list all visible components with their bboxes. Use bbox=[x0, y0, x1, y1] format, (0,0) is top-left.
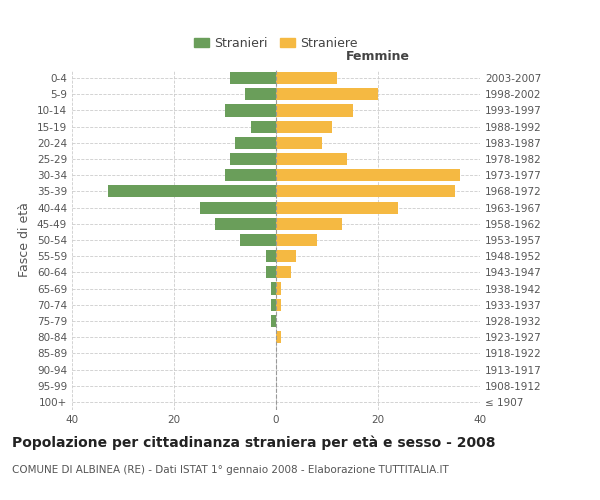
Bar bbox=[276, 72, 337, 84]
Bar bbox=[225, 169, 276, 181]
Bar bbox=[266, 266, 276, 278]
Bar bbox=[245, 88, 276, 101]
Bar bbox=[276, 169, 460, 181]
Bar bbox=[271, 282, 276, 294]
Y-axis label: Fasce di età: Fasce di età bbox=[19, 202, 31, 278]
Bar bbox=[276, 202, 398, 213]
Bar bbox=[276, 153, 347, 165]
Bar bbox=[276, 282, 281, 294]
Bar bbox=[225, 104, 276, 117]
Bar bbox=[251, 120, 276, 132]
Bar bbox=[276, 298, 281, 311]
Legend: Stranieri, Straniere: Stranieri, Straniere bbox=[189, 32, 363, 55]
Bar bbox=[230, 72, 276, 84]
Bar bbox=[276, 266, 292, 278]
Bar bbox=[108, 186, 276, 198]
Text: Femmine: Femmine bbox=[346, 50, 410, 63]
Bar bbox=[276, 218, 342, 230]
Bar bbox=[276, 186, 455, 198]
Bar bbox=[276, 104, 353, 117]
Bar bbox=[276, 234, 317, 246]
Bar bbox=[276, 331, 281, 343]
Bar bbox=[266, 250, 276, 262]
Bar bbox=[199, 202, 276, 213]
Bar bbox=[230, 153, 276, 165]
Bar bbox=[271, 315, 276, 327]
Bar bbox=[276, 137, 322, 149]
Bar bbox=[271, 298, 276, 311]
Text: COMUNE DI ALBINEA (RE) - Dati ISTAT 1° gennaio 2008 - Elaborazione TUTTITALIA.IT: COMUNE DI ALBINEA (RE) - Dati ISTAT 1° g… bbox=[12, 465, 449, 475]
Bar bbox=[276, 120, 332, 132]
Bar bbox=[215, 218, 276, 230]
Bar bbox=[235, 137, 276, 149]
Bar bbox=[240, 234, 276, 246]
Text: Popolazione per cittadinanza straniera per età e sesso - 2008: Popolazione per cittadinanza straniera p… bbox=[12, 435, 496, 450]
Bar bbox=[276, 250, 296, 262]
Bar bbox=[276, 88, 378, 101]
